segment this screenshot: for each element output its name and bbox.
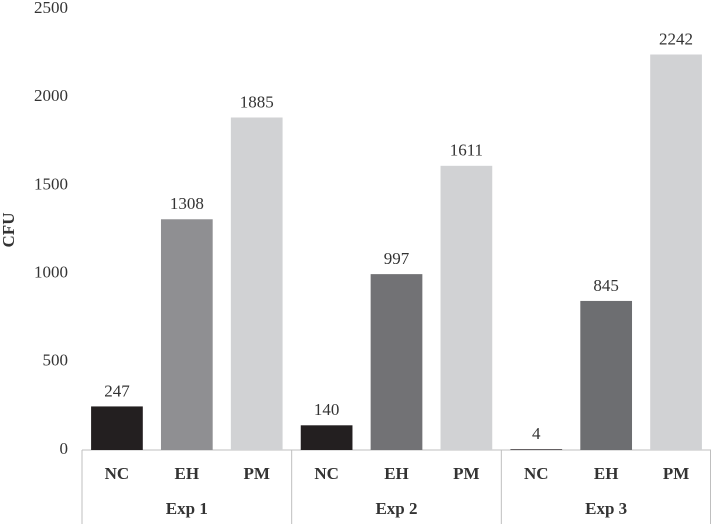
group-label: Exp 1: [166, 499, 208, 518]
value-label: 845: [593, 276, 619, 295]
value-label: 997: [384, 249, 410, 268]
x-tick-label: PM: [663, 464, 689, 483]
x-tick-label: PM: [244, 464, 270, 483]
x-tick-label: EH: [384, 464, 409, 483]
y-tick-label: 2500: [34, 0, 68, 17]
bar: [160, 219, 213, 450]
bar: [91, 406, 143, 450]
value-label: 4: [532, 424, 541, 443]
y-axis-label: CFU: [0, 213, 18, 248]
group-label: Exp 2: [375, 499, 417, 518]
group-label: Exp 3: [585, 499, 627, 518]
value-label: 1308: [170, 194, 204, 213]
bar: [510, 449, 563, 450]
y-tick-label: 2000: [34, 86, 68, 105]
y-tick-label: 500: [43, 351, 69, 370]
bar: [300, 425, 353, 450]
x-tick-label: PM: [453, 464, 479, 483]
bar: [370, 274, 423, 450]
value-label: 1611: [450, 141, 483, 160]
x-tick-label: NC: [524, 464, 549, 483]
x-tick-label: NC: [105, 464, 130, 483]
y-tick-label: 0: [60, 439, 69, 458]
y-tick-label: 1500: [34, 174, 68, 193]
bar: [650, 54, 702, 450]
bar: [230, 117, 283, 451]
value-label: 2242: [659, 29, 693, 48]
x-tick-label: EH: [594, 464, 619, 483]
y-tick-label: 1000: [34, 263, 68, 282]
value-label: 1885: [240, 92, 274, 111]
x-tick-label: EH: [175, 464, 200, 483]
bar: [580, 300, 633, 450]
value-label: 140: [314, 400, 340, 419]
bar: [440, 165, 493, 451]
value-label: 247: [104, 381, 130, 400]
x-tick-label: NC: [314, 464, 339, 483]
